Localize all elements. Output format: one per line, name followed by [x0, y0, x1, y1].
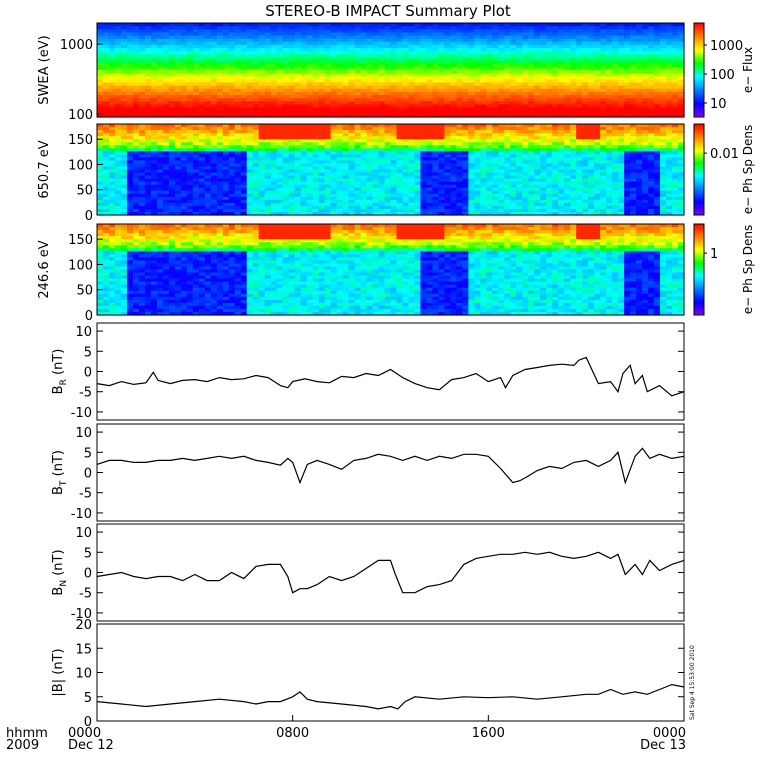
pad650-ytick-label: 0 — [85, 209, 93, 224]
timestamp-label: Sat Sep 4 15:53:00 2010 — [689, 645, 696, 720]
swea-spectrogram — [97, 23, 685, 118]
pad246-ylabel: 246.6 eV — [37, 240, 52, 298]
bn-ytick-label: 0 — [84, 567, 92, 582]
pad650-frame — [96, 123, 685, 216]
bn-series-line — [96, 551, 685, 594]
panel-swea: 1000 100 SWEA (eV) 1000 100 10 e− Flux — [37, 22, 755, 123]
bt-ytick-label: -5 — [79, 487, 92, 502]
plot-title: STEREO-B IMPACT Summary Plot — [265, 2, 511, 20]
pad246-colorbar-tick-label: 1 — [710, 247, 718, 262]
br-ytick-label: -5 — [79, 386, 92, 401]
x-tick-label: 1600 — [472, 726, 505, 741]
bt-ytick-label: 0 — [84, 467, 92, 482]
x-tick-label: 0000 — [653, 726, 686, 741]
x-axis-year-label: 2009 — [6, 738, 39, 753]
bn-ytick-label: -5 — [79, 587, 92, 602]
bt-frame — [96, 423, 685, 522]
pad650-ytick-label: 50 — [76, 184, 93, 199]
br-ytick-label: 10 — [75, 325, 92, 340]
swea-ytick-label: 1000 — [60, 38, 93, 53]
pad650-colorbar-tick-label: 0.01 — [710, 147, 739, 162]
bt-series-line — [96, 447, 685, 485]
bmag-ytick-label: 0 — [84, 715, 92, 730]
pad246-ytick-label: 100 — [68, 258, 93, 273]
bt-ytick-label: 10 — [75, 426, 92, 441]
bn-frame — [96, 523, 685, 622]
br-series-line — [96, 356, 685, 397]
panel-bmag: 20 15 10 5 0 |B| (nT) — [51, 618, 685, 730]
swea-colorbar-tick-label: 1000 — [710, 39, 743, 54]
pad246-frame — [96, 223, 685, 316]
pad246-colorbar — [693, 223, 705, 316]
bt-ytick-label: -10 — [71, 507, 92, 522]
bmag-series-line — [96, 683, 685, 710]
pad246-ytick-label: 0 — [85, 309, 93, 324]
swea-ytick-label: 100 — [68, 108, 93, 123]
swea-ylabel: SWEA (eV) — [37, 35, 52, 104]
br-frame — [96, 322, 685, 421]
bn-ylabel: BN (nT) — [51, 549, 69, 595]
bt-ylabel: BT (nT) — [51, 450, 69, 495]
br-ylabel: BR (nT) — [51, 349, 69, 395]
pad650-ytick-label: 100 — [68, 158, 93, 173]
bt-ytick-label: 5 — [84, 446, 92, 461]
x-tick-date-label: Dec 13 — [640, 738, 686, 753]
br-ytick-label: -10 — [71, 406, 92, 421]
x-axis-unit-label: hhmm — [6, 726, 48, 741]
x-tick-label: 0000 — [68, 726, 101, 741]
bn-ytick-label: 10 — [75, 526, 92, 541]
swea-frame — [96, 22, 685, 118]
bmag-ytick-label: 20 — [75, 618, 92, 633]
pad650-colorbar — [693, 123, 705, 216]
pad650-ytick-label: 150 — [68, 133, 93, 148]
swea-colorbar-label: e− Flux — [741, 47, 755, 93]
pad246-spectrogram — [97, 224, 685, 316]
pad246-ytick-label: 50 — [76, 284, 93, 299]
swea-colorbar-tick-label: 100 — [710, 68, 735, 83]
bmag-ytick-label: 5 — [84, 691, 92, 706]
pad650-spectrogram — [97, 124, 685, 216]
x-tick-date-label: Dec 12 — [68, 738, 114, 753]
swea-colorbar — [693, 22, 705, 118]
bn-ytick-label: -10 — [71, 607, 92, 622]
bmag-ylabel: |B| (nT) — [51, 648, 66, 696]
pad650-ylabel: 650.7 eV — [37, 140, 52, 198]
br-ytick-label: 0 — [84, 366, 92, 381]
bmag-ytick-label: 10 — [75, 667, 92, 682]
bn-ytick-label: 5 — [84, 546, 92, 561]
br-ytick-label: 5 — [84, 345, 92, 360]
panel-pad650: 150 100 50 0 650.7 eV 0.01 e− Ph Sp Dens — [37, 123, 755, 224]
swea-colorbar-tick-label: 10 — [710, 97, 727, 112]
pad650-colorbar-label: e− Ph Sp Dens — [741, 125, 755, 214]
panel-pad246: 150 100 50 0 246.6 eV 1 e− Ph Sp Dens — [37, 223, 755, 324]
pad246-ytick-label: 150 — [68, 233, 93, 248]
x-tick-label: 0800 — [276, 726, 309, 741]
bmag-ytick-label: 15 — [75, 642, 92, 657]
pad246-colorbar-label: e− Ph Sp Dens — [741, 225, 755, 314]
bmag-frame — [96, 623, 685, 722]
